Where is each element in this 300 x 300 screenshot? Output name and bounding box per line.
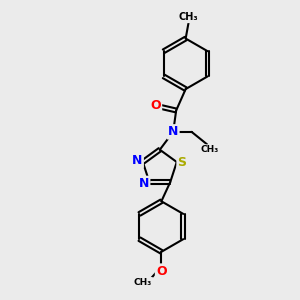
Text: N: N	[139, 177, 149, 190]
Text: O: O	[156, 265, 167, 278]
Text: N: N	[168, 125, 178, 138]
Text: CH₃: CH₃	[201, 145, 219, 154]
Text: S: S	[178, 155, 187, 169]
Text: N: N	[132, 154, 143, 167]
Text: CH₃: CH₃	[134, 278, 152, 287]
Text: CH₃: CH₃	[179, 12, 199, 22]
Text: O: O	[150, 99, 161, 112]
